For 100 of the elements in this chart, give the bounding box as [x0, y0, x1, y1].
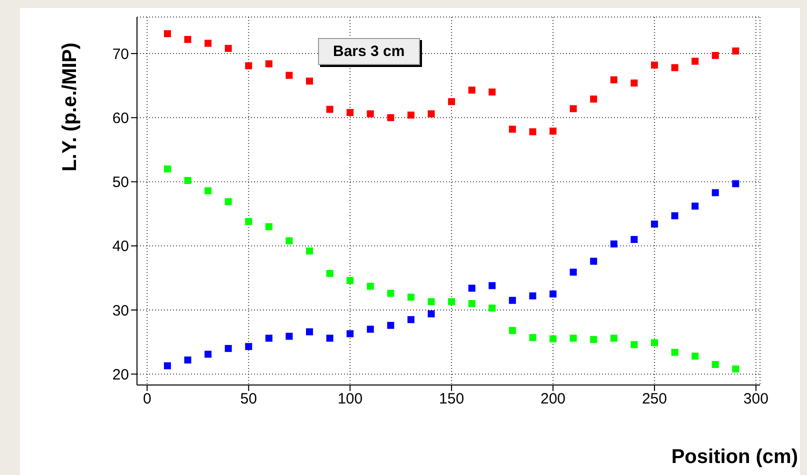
- point: [630, 236, 638, 243]
- point: [468, 284, 476, 292]
- point: [366, 326, 374, 333]
- x-tick-label: 300: [743, 390, 768, 408]
- point: [732, 47, 740, 54]
- point: [610, 240, 618, 248]
- point: [265, 60, 272, 68]
- point: [245, 62, 252, 70]
- point: [550, 128, 557, 135]
- point: [204, 187, 212, 194]
- point: [407, 112, 414, 119]
- point: [366, 282, 374, 290]
- point: [650, 339, 658, 346]
- point: [650, 220, 658, 228]
- point: [692, 352, 699, 360]
- x-tick-label: 200: [540, 390, 566, 408]
- y-axis-title: L.Y. (p.e./MIP): [59, 42, 82, 172]
- point: [529, 292, 536, 300]
- point: [245, 218, 252, 226]
- point: [590, 96, 598, 103]
- point: [286, 332, 293, 340]
- point: [590, 336, 598, 343]
- point: [366, 110, 374, 118]
- point: [590, 258, 598, 265]
- point: [508, 126, 516, 133]
- point: [570, 334, 577, 342]
- point: [286, 237, 293, 244]
- point: [692, 58, 699, 65]
- point: [448, 98, 456, 106]
- point: [468, 86, 476, 94]
- point: [346, 277, 354, 284]
- point: [650, 62, 658, 69]
- point: [387, 114, 394, 122]
- x-tick-label: 50: [240, 390, 257, 408]
- x-tick-label: 100: [338, 390, 363, 408]
- point: [488, 88, 496, 96]
- point: [164, 362, 171, 370]
- point: [387, 290, 394, 297]
- point: [692, 202, 699, 210]
- y-tick-label: 20: [112, 366, 129, 384]
- point: [224, 44, 232, 52]
- point: [671, 64, 678, 72]
- x-tick-label: 250: [642, 390, 667, 408]
- y-tick-label: 60: [112, 110, 129, 127]
- x-tick-label: 0: [142, 390, 152, 408]
- point: [732, 180, 740, 188]
- point: [428, 110, 435, 118]
- point: [488, 304, 496, 312]
- point: [306, 78, 313, 85]
- point: [570, 105, 577, 112]
- point: [326, 270, 334, 277]
- point: [428, 298, 435, 306]
- point: [488, 282, 496, 290]
- point: [712, 189, 719, 196]
- point: [387, 322, 394, 329]
- point: [224, 198, 232, 206]
- point: [326, 106, 334, 113]
- point: [245, 343, 252, 350]
- label-box: Bars 3 cm: [318, 38, 420, 65]
- point: [712, 52, 719, 59]
- point: [407, 316, 414, 324]
- point: [468, 300, 476, 308]
- point: [671, 212, 678, 220]
- point: [164, 165, 171, 172]
- point: [286, 72, 293, 79]
- point: [346, 330, 354, 338]
- y-tick-label: 50: [112, 174, 129, 192]
- point: [326, 334, 334, 342]
- point: [508, 327, 516, 334]
- point: [265, 334, 272, 342]
- point: [529, 334, 536, 342]
- y-tick-label: 30: [112, 302, 129, 320]
- y-tick-label: 70: [112, 46, 129, 63]
- x-axis-title: Position (cm): [671, 446, 798, 468]
- point: [407, 294, 414, 301]
- point: [265, 223, 272, 230]
- y-tick-label: 40: [112, 238, 129, 256]
- point: [346, 109, 354, 116]
- point: [550, 290, 557, 298]
- point: [610, 334, 618, 342]
- point: [184, 176, 192, 184]
- point: [630, 80, 638, 87]
- point: [630, 341, 638, 348]
- point: [732, 365, 740, 372]
- point: [428, 310, 435, 318]
- point: [570, 268, 577, 276]
- point: [184, 36, 192, 43]
- point: [610, 76, 618, 84]
- point: [529, 128, 536, 136]
- point: [204, 350, 212, 358]
- point: [550, 335, 557, 342]
- point: [448, 298, 456, 306]
- point: [184, 356, 192, 364]
- x-tick-label: 150: [439, 390, 464, 408]
- point: [224, 344, 232, 352]
- point: [306, 328, 313, 336]
- point: [306, 248, 313, 255]
- point: [508, 296, 516, 304]
- point: [204, 40, 212, 47]
- point: [164, 30, 171, 38]
